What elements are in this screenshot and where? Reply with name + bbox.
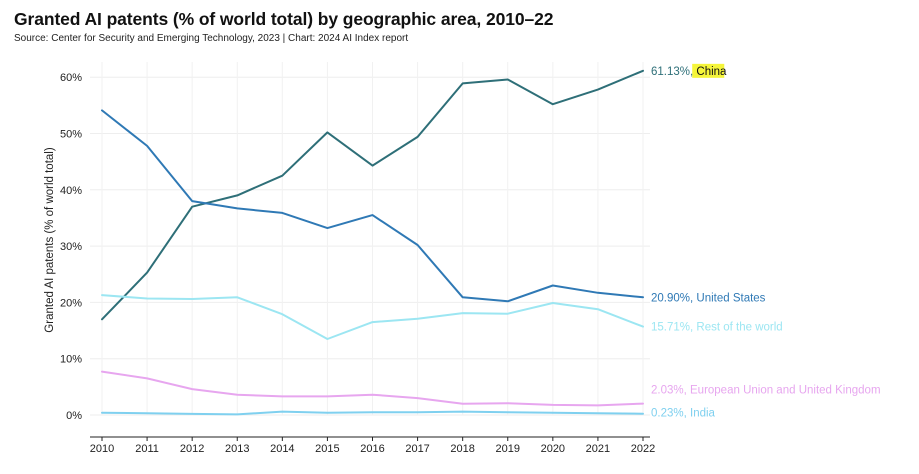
end-label-china: 61.13%, China <box>651 66 727 78</box>
x-tick-label: 2017 <box>405 443 429 455</box>
x-tick-label: 2010 <box>90 443 114 455</box>
x-tick-label: 2019 <box>496 443 520 455</box>
x-tick-label: 2016 <box>360 443 384 455</box>
end-label-rest-of-the-world: 15.71%, Rest of the world <box>651 322 783 334</box>
end-label-european-union-and-united-kingdom: 2.03%, European Union and United Kingdom <box>651 385 881 397</box>
series-line-rest-of-the-world <box>101 294 644 340</box>
end-labels: 61.13%, China 20.90%, United States 15.71%… <box>651 63 881 420</box>
axes: 0% 10% 20% 30% 40% 50% 60% 2010 2011 2012 2013 2014… <box>44 72 655 455</box>
y-tick-label: 50% <box>60 129 82 141</box>
end-label-united-states: 20.90%, United States <box>651 292 766 304</box>
y-axis-label: Granted AI patents (% of world total) <box>44 147 56 333</box>
series-line-china <box>101 69 644 321</box>
gridlines <box>90 62 650 416</box>
x-tick-label: 2014 <box>270 443 294 455</box>
x-tick-label: 2012 <box>180 443 204 455</box>
x-tick-label: 2020 <box>541 443 565 455</box>
y-tick-label: 60% <box>60 72 82 84</box>
x-tick-label: 2011 <box>135 443 159 455</box>
y-tick-label: 0% <box>66 410 82 422</box>
y-tick-label: 30% <box>60 241 82 253</box>
y-tick-label: 20% <box>60 297 82 309</box>
highlight-china <box>692 63 725 78</box>
x-tick-label: 2013 <box>225 443 249 455</box>
end-label-name-china: China <box>696 66 727 78</box>
y-tick-label: 10% <box>60 354 82 366</box>
series-line-india <box>101 410 644 416</box>
chart-subtitle: Source: Center for Security and Emerging… <box>14 33 409 44</box>
x-tick-label: 2021 <box>586 443 610 455</box>
chart-title: Granted AI patents (% of world total) by… <box>14 9 554 29</box>
series-lines <box>101 69 644 416</box>
x-tick-label: 2022 <box>631 443 655 455</box>
x-tick-label: 2015 <box>315 443 339 455</box>
series-line-european-union-and-united-kingdom <box>101 370 644 407</box>
series-line-united-states <box>101 109 644 303</box>
x-tick-label: 2018 <box>450 443 474 455</box>
y-tick-label: 40% <box>60 185 82 197</box>
end-label-india: 0.23%, India <box>651 408 716 420</box>
